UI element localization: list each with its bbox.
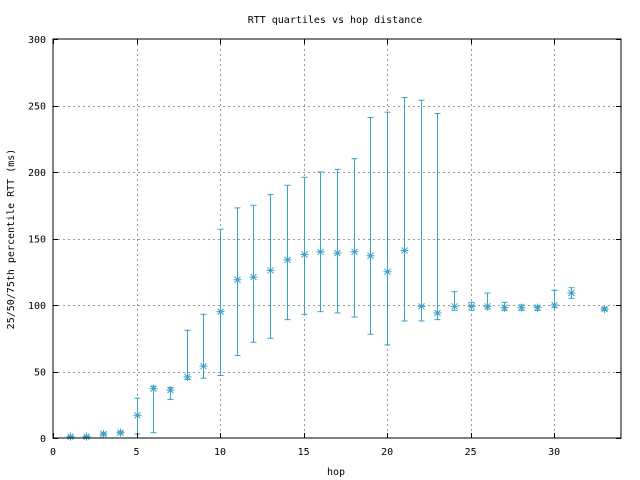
data-point-hop-23 — [433, 112, 442, 321]
data-point-hop-10 — [216, 228, 225, 376]
median-marker — [533, 303, 542, 312]
median-marker — [600, 304, 609, 313]
y-tick-label: 150 — [28, 235, 46, 246]
x-tick-label: 5 — [134, 447, 140, 458]
data-point-hop-29 — [533, 303, 542, 312]
median-marker — [333, 249, 342, 258]
data-point-hop-24 — [450, 291, 459, 311]
chart-title: RTT quartiles vs hop distance — [248, 15, 423, 26]
data-point-hop-14 — [283, 184, 292, 321]
x-tick-label: 25 — [465, 447, 477, 458]
median-marker — [82, 432, 91, 441]
data-point-hop-12 — [249, 204, 258, 343]
y-tick-label: 200 — [28, 168, 46, 179]
median-marker — [183, 372, 192, 381]
median-marker — [66, 432, 75, 441]
median-marker — [216, 307, 225, 316]
data-point-hop-1 — [66, 432, 75, 441]
median-marker — [300, 250, 309, 259]
data-point-hop-27 — [500, 301, 509, 312]
data-point-hop-5 — [133, 397, 142, 435]
x-tick-label: 30 — [548, 447, 560, 458]
x-tick-label: 15 — [298, 447, 310, 458]
median-marker — [99, 430, 108, 439]
median-marker — [149, 384, 158, 393]
data-point-hop-26 — [483, 292, 492, 311]
data-point-hop-22 — [417, 99, 426, 322]
x-tick-label: 20 — [381, 447, 393, 458]
median-marker — [467, 302, 476, 311]
y-tick-label: 250 — [28, 102, 46, 113]
data-point-hop-9 — [199, 313, 208, 379]
data-point-hop-19 — [366, 116, 375, 335]
median-marker — [550, 301, 559, 309]
median-marker — [350, 247, 359, 256]
y-axis-label: 25/50/75th percentile RTT (ms) — [6, 149, 17, 330]
data-point-hop-21 — [400, 97, 409, 322]
median-marker — [249, 273, 258, 282]
data-point-hop-8 — [183, 329, 192, 381]
median-marker — [433, 308, 442, 317]
median-marker — [233, 275, 242, 284]
data-series — [66, 97, 609, 441]
median-marker — [417, 302, 426, 311]
median-marker — [450, 302, 459, 311]
median-marker — [500, 303, 509, 312]
median-marker — [316, 247, 325, 256]
median-marker — [133, 411, 142, 420]
median-marker — [400, 246, 409, 255]
median-marker — [383, 267, 392, 276]
median-marker — [266, 266, 275, 275]
median-marker — [199, 362, 208, 371]
data-point-hop-7 — [166, 386, 175, 400]
median-marker — [366, 251, 375, 260]
x-axis-label: hop — [327, 467, 345, 478]
data-point-hop-28 — [517, 303, 526, 312]
grid-lines — [53, 39, 621, 438]
data-point-hop-16 — [316, 171, 325, 313]
x-tick-label: 0 — [50, 447, 56, 458]
data-point-hop-15 — [300, 176, 309, 315]
data-point-hop-20 — [383, 111, 392, 346]
plot-frame — [52, 38, 622, 439]
data-point-hop-11 — [233, 207, 242, 357]
data-point-hop-33 — [600, 304, 609, 313]
y-tick-label: 300 — [28, 35, 46, 46]
median-marker — [567, 289, 576, 298]
y-tick-label: 0 — [40, 434, 46, 445]
data-point-hop-30 — [550, 289, 559, 309]
data-point-hop-13 — [266, 194, 275, 339]
median-marker — [517, 303, 526, 312]
data-point-hop-17 — [333, 168, 342, 314]
data-point-hop-6 — [149, 384, 158, 434]
data-point-hop-18 — [350, 158, 359, 318]
median-marker — [116, 428, 125, 437]
data-point-hop-31 — [567, 287, 576, 299]
data-point-hop-25 — [467, 301, 476, 311]
x-tick-label: 10 — [214, 447, 226, 458]
y-tick-label: 100 — [28, 301, 46, 312]
data-point-hop-4 — [116, 428, 125, 437]
median-marker — [483, 302, 492, 311]
median-marker — [283, 255, 292, 264]
y-tick-label: 50 — [34, 368, 46, 379]
median-marker — [166, 386, 175, 395]
data-point-hop-2 — [82, 432, 91, 441]
data-point-hop-3 — [99, 430, 108, 439]
